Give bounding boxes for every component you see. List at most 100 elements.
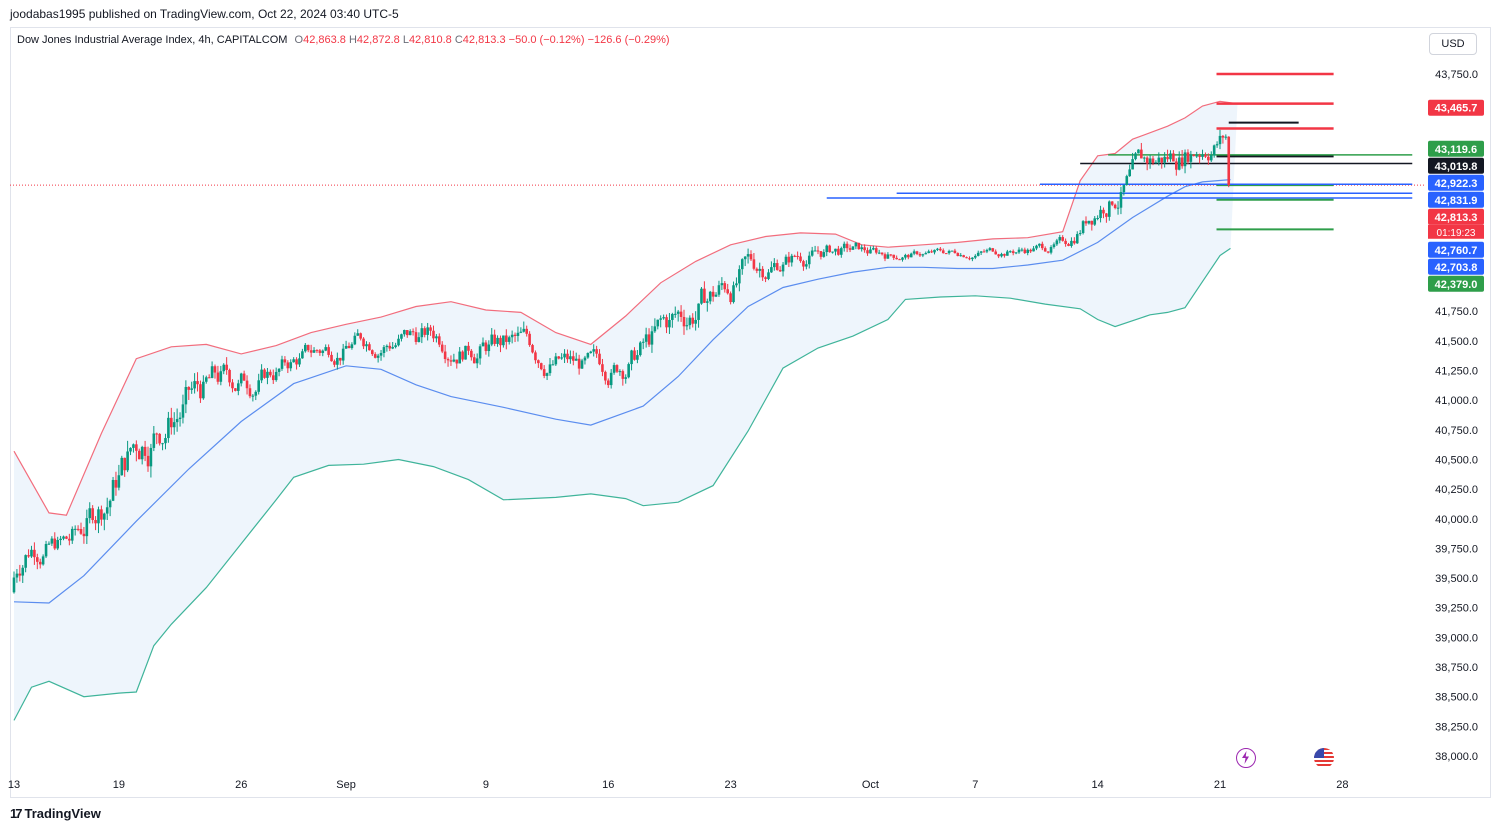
low-label: L: [402, 34, 409, 46]
candle-body: [129, 447, 132, 452]
candle-body: [557, 356, 561, 359]
candle-body: [761, 268, 764, 278]
candle-body: [481, 342, 485, 347]
candle-body: [560, 357, 563, 359]
candlesticks: [12, 129, 1231, 594]
candle-body: [318, 350, 322, 353]
y-tick-label: 38,000.0: [1435, 751, 1478, 763]
candle-body: [97, 509, 100, 524]
candle-body: [851, 246, 855, 250]
candle-body: [435, 336, 438, 339]
candle-body: [414, 332, 418, 342]
candle-body: [927, 251, 930, 254]
candle-body: [371, 350, 374, 355]
candle-body: [1142, 157, 1146, 159]
candle-body: [589, 351, 593, 353]
low-value: 42,810.8: [408, 34, 452, 46]
candle-body: [1078, 233, 1082, 235]
candle-body: [269, 371, 272, 376]
candle-body: [341, 348, 345, 361]
candle-body: [758, 268, 762, 271]
candle-body: [400, 334, 403, 339]
candle-body: [601, 364, 604, 372]
candle-body: [248, 388, 252, 397]
candle-body: [193, 381, 196, 389]
candle-body: [1017, 249, 1021, 253]
x-tick-label: 23: [724, 779, 736, 791]
candle-body: [697, 303, 700, 320]
candle-body: [1201, 154, 1204, 157]
candle-body: [304, 344, 307, 352]
candle-body: [845, 243, 849, 249]
candle-body: [499, 337, 502, 346]
candle-body: [502, 335, 505, 346]
currency-selector[interactable]: USD: [1429, 33, 1477, 55]
candle-body: [365, 344, 368, 347]
y-tick-label: 41,750.0: [1435, 306, 1478, 318]
candle-body: [537, 360, 540, 364]
candle-body: [633, 350, 636, 360]
footer-brand[interactable]: 17 TradingView: [10, 806, 101, 821]
candle-body: [842, 243, 846, 249]
us-flag-icon[interactable]: [1314, 748, 1334, 768]
candle-body: [65, 536, 68, 539]
candle-body: [1035, 245, 1038, 249]
candle-body: [965, 257, 968, 259]
candle-body: [982, 251, 986, 253]
candle-body: [708, 291, 712, 302]
candle-body: [1140, 149, 1143, 159]
candle-body: [70, 528, 74, 541]
candle-body: [1218, 135, 1222, 145]
y-tick-label: 41,500.0: [1435, 336, 1478, 348]
candle-body: [263, 369, 266, 378]
candle-body: [569, 356, 572, 360]
candle-body: [554, 356, 558, 365]
candle-body: [403, 330, 406, 335]
candle-body: [21, 567, 25, 576]
candle-body: [767, 272, 770, 279]
candle-body: [312, 350, 316, 353]
candle-body: [976, 252, 980, 256]
x-tick-label: 28: [1336, 779, 1348, 791]
candle-body: [898, 259, 901, 261]
candle-body: [321, 350, 325, 353]
candle-body: [796, 255, 799, 257]
candle-body: [149, 447, 153, 467]
candle-body: [979, 251, 983, 253]
candle-body: [164, 438, 167, 444]
lightning-icon[interactable]: [1236, 748, 1256, 768]
candle-body: [1093, 218, 1097, 225]
candle-body: [598, 353, 601, 365]
candle-body: [347, 345, 351, 349]
candle-body: [1148, 158, 1152, 164]
candle-body: [440, 344, 444, 352]
candle-body: [204, 377, 208, 382]
candle-body: [184, 386, 188, 405]
candle-body: [872, 248, 875, 250]
candle-body: [1020, 249, 1024, 251]
candle-body: [866, 250, 869, 254]
candle-body: [1090, 220, 1094, 225]
candle-body: [880, 252, 884, 255]
x-tick-label: Sep: [336, 779, 356, 791]
candle-body: [76, 528, 80, 530]
candle-body: [36, 557, 39, 562]
price-badge-label: 42,703.8: [1435, 262, 1478, 274]
candle-body: [146, 455, 150, 467]
candle-body: [496, 337, 499, 344]
candle-body: [612, 365, 616, 373]
candle-body: [1110, 201, 1114, 205]
candle-body: [706, 301, 709, 303]
candle-body: [41, 556, 45, 565]
y-tick-label: 38,750.0: [1435, 662, 1478, 674]
y-tick-label: 39,250.0: [1435, 603, 1478, 615]
candle-body: [848, 248, 852, 250]
high-label: H: [348, 34, 357, 46]
candle-body: [379, 352, 383, 356]
open-value: 42,863.8: [303, 34, 346, 46]
candle-body: [1006, 251, 1009, 256]
candle-body: [505, 335, 508, 342]
candle-body: [1116, 207, 1120, 209]
candle-body: [528, 333, 531, 346]
